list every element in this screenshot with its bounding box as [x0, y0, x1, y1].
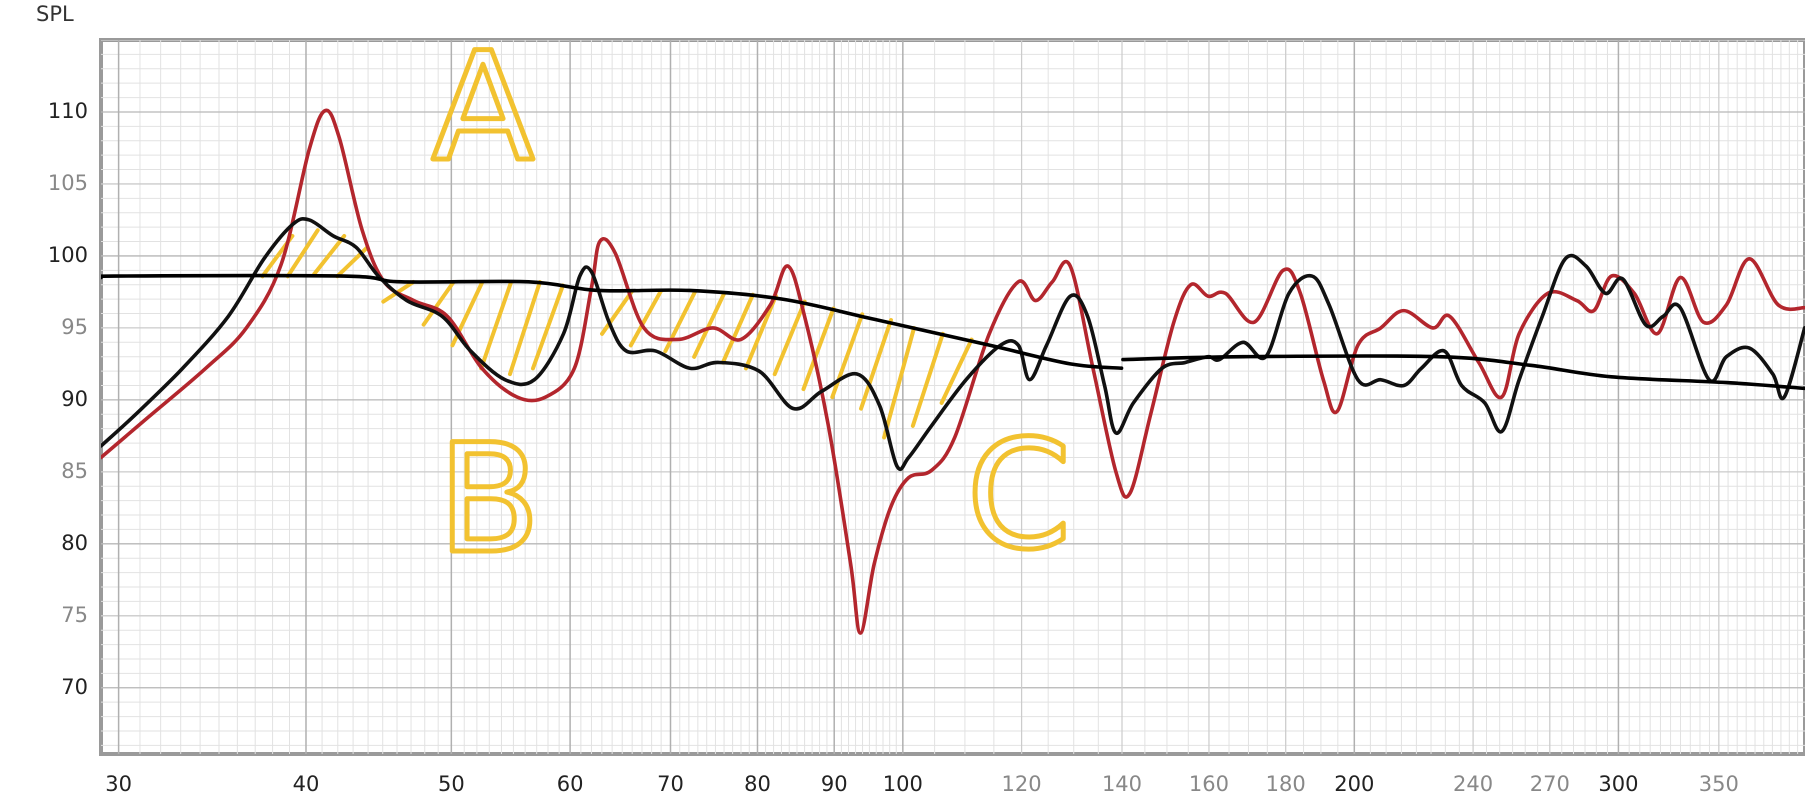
- x-tick-label: 180: [1266, 772, 1306, 796]
- hatch-stroke: [772, 299, 807, 377]
- series-line: [101, 216, 1805, 472]
- x-tick-label: 100: [883, 772, 923, 796]
- x-tick-label: 90: [821, 772, 848, 796]
- y-axis-label: SPL: [36, 2, 74, 26]
- hatch-stroke: [285, 228, 320, 279]
- x-tick-label: 350: [1699, 772, 1739, 796]
- hatch-stroke: [530, 283, 565, 371]
- x-tick-label: 40: [293, 772, 320, 796]
- annotation: A: [432, 21, 535, 195]
- hatch-stroke: [743, 293, 778, 371]
- x-tick-label: 120: [1002, 772, 1042, 796]
- hatch-stroke: [312, 233, 347, 276]
- x-tick-label: 270: [1530, 772, 1570, 796]
- hatch-stroke: [939, 337, 974, 405]
- y-tick-label: 105: [48, 171, 88, 195]
- hatch-stroke: [882, 326, 917, 440]
- hatch-stroke: [600, 289, 634, 336]
- hatch-stroke: [720, 292, 755, 365]
- y-tick-label: 80: [61, 531, 88, 555]
- x-tick-label: 50: [438, 772, 465, 796]
- x-tick-label: 140: [1102, 772, 1142, 796]
- x-tick-label: 80: [744, 772, 771, 796]
- x-tick-label: 30: [105, 772, 132, 796]
- hatch-stroke: [421, 280, 456, 327]
- x-tick-label: 60: [557, 772, 584, 796]
- plot-area: [101, 40, 1805, 754]
- hatch-stroke: [507, 280, 542, 377]
- y-tick-label: 90: [61, 387, 88, 411]
- hatch-stroke: [692, 291, 727, 359]
- y-tick-label: 70: [61, 675, 88, 699]
- y-tick-label: 110: [48, 99, 88, 123]
- annotation: C: [967, 409, 1072, 583]
- y-tick-label: 75: [61, 603, 88, 627]
- hatch-stroke: [859, 318, 893, 411]
- hatch-stroke: [479, 280, 514, 371]
- x-tick-label: 70: [657, 772, 684, 796]
- hatch-stroke: [830, 312, 865, 400]
- series-line: [101, 273, 1805, 391]
- hatch-stroke: [910, 331, 945, 428]
- series-line: [101, 108, 1805, 635]
- y-tick-label: 95: [61, 315, 88, 339]
- x-tick-label: 160: [1189, 772, 1229, 796]
- y-tick-label: 85: [61, 459, 88, 483]
- x-tick-label: 300: [1598, 772, 1638, 796]
- x-tick-label: 240: [1453, 772, 1493, 796]
- y-tick-label: 100: [48, 243, 88, 267]
- hatch-stroke: [628, 289, 663, 348]
- hatch-stroke: [801, 306, 836, 392]
- annotation: B: [438, 413, 541, 587]
- x-tick-label: 200: [1334, 772, 1374, 796]
